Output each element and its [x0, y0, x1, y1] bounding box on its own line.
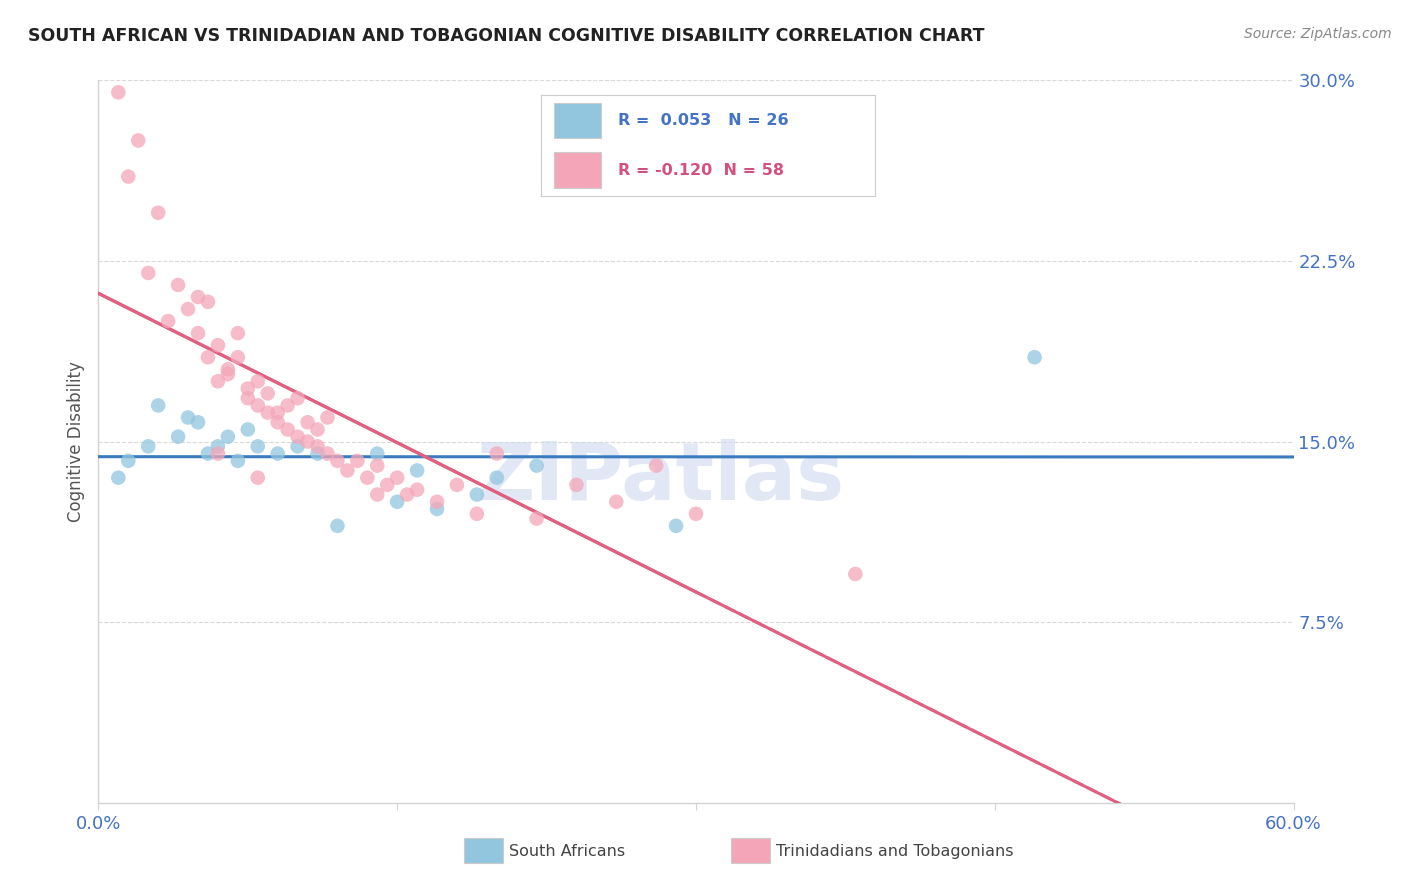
Point — [127, 133, 149, 147]
Point — [396, 487, 419, 501]
Point — [307, 439, 329, 453]
Point — [465, 507, 488, 521]
Point — [277, 398, 299, 412]
Point — [267, 446, 290, 460]
Y-axis label: Cognitive Disability: Cognitive Disability — [66, 361, 84, 522]
Point — [226, 326, 249, 341]
Point — [297, 415, 319, 429]
Point — [287, 439, 309, 453]
Point — [346, 454, 368, 468]
Point — [207, 446, 229, 460]
Point — [267, 406, 290, 420]
Point — [236, 382, 259, 396]
Point — [426, 494, 449, 508]
Point — [446, 478, 468, 492]
Point — [326, 454, 349, 468]
Point — [207, 439, 229, 453]
Point — [375, 478, 398, 492]
Point — [326, 519, 349, 533]
Point — [236, 423, 259, 437]
Point — [136, 266, 159, 280]
Point — [246, 398, 269, 412]
Point — [256, 406, 278, 420]
Point — [207, 375, 229, 389]
Point — [665, 519, 688, 533]
Point — [148, 398, 170, 412]
Point — [148, 205, 170, 219]
Point — [246, 375, 269, 389]
Point — [277, 423, 299, 437]
Text: SOUTH AFRICAN VS TRINIDADIAN AND TOBAGONIAN COGNITIVE DISABILITY CORRELATION CHA: SOUTH AFRICAN VS TRINIDADIAN AND TOBAGON… — [28, 27, 984, 45]
Point — [297, 434, 319, 449]
Point — [267, 415, 290, 429]
Point — [167, 278, 190, 293]
Point — [167, 430, 190, 444]
Point — [526, 511, 548, 525]
Point — [406, 463, 429, 477]
Point — [246, 471, 269, 485]
Point — [307, 446, 329, 460]
Point — [645, 458, 668, 473]
Text: South Africans: South Africans — [509, 845, 626, 859]
Text: Trinidadians and Tobagonians: Trinidadians and Tobagonians — [776, 845, 1014, 859]
Point — [685, 507, 707, 521]
Point — [207, 338, 229, 352]
Point — [187, 326, 209, 341]
Point — [236, 391, 259, 405]
Point — [107, 471, 129, 485]
Point — [187, 290, 209, 304]
Point — [605, 494, 627, 508]
Point — [366, 446, 388, 460]
Point — [287, 430, 309, 444]
Point — [256, 386, 278, 401]
Point — [177, 301, 200, 317]
Point — [356, 471, 378, 485]
Point — [217, 367, 239, 381]
Point — [426, 502, 449, 516]
Point — [117, 454, 139, 468]
Point — [217, 430, 239, 444]
Point — [307, 423, 329, 437]
Point — [1024, 350, 1046, 364]
Text: ZIPatlas: ZIPatlas — [477, 439, 844, 516]
Point — [197, 446, 219, 460]
Point — [485, 446, 508, 460]
Point — [197, 350, 219, 364]
Point — [136, 439, 159, 453]
Point — [366, 487, 388, 501]
Text: Source: ZipAtlas.com: Source: ZipAtlas.com — [1244, 27, 1392, 41]
Point — [385, 494, 409, 508]
Point — [526, 458, 548, 473]
Point — [316, 410, 339, 425]
Point — [287, 391, 309, 405]
Point — [157, 314, 180, 328]
Point — [226, 454, 249, 468]
Point — [844, 567, 866, 582]
Point — [465, 487, 488, 501]
Point — [117, 169, 139, 184]
Point — [217, 362, 239, 376]
Point — [406, 483, 429, 497]
Point — [107, 86, 129, 100]
Point — [485, 471, 508, 485]
Point — [226, 350, 249, 364]
Point — [336, 463, 359, 477]
Point — [565, 478, 588, 492]
Point — [246, 439, 269, 453]
Point — [177, 410, 200, 425]
Point — [316, 446, 339, 460]
Point — [366, 458, 388, 473]
Point — [197, 294, 219, 309]
Point — [385, 471, 409, 485]
Point — [187, 415, 209, 429]
